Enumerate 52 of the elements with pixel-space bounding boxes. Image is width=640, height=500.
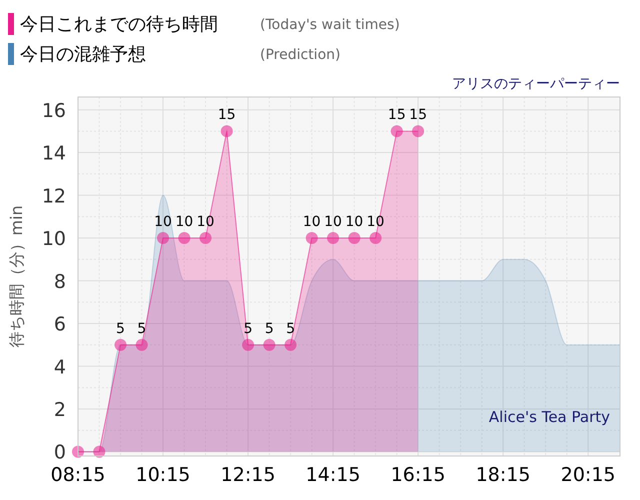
y-tick-label: 4 (54, 356, 66, 378)
text: (Today's wait times) (260, 17, 400, 33)
x-tick-label: 12:15 (220, 464, 276, 486)
x-tick-label: 14:15 (306, 464, 360, 486)
y-tick-label: 12 (42, 185, 66, 208)
point (390, 125, 403, 138)
data-label: 15 (409, 107, 427, 124)
annotation: Alice's Tea Party (488, 408, 610, 426)
point (114, 338, 127, 351)
y-tick-label: 16 (42, 100, 66, 122)
y-tick-label: 2 (54, 398, 66, 421)
y-tick-label: 10 (42, 228, 66, 250)
text: アリスのティーパーティー (452, 76, 620, 92)
point (157, 232, 170, 244)
text: (Prediction) (260, 47, 340, 63)
point (242, 338, 254, 351)
point (200, 232, 212, 244)
x-tick-label: 16:15 (390, 464, 446, 486)
data-label: 15 (388, 107, 406, 124)
data-label: 5 (137, 320, 146, 337)
legend-label: 今日これまでの待ち時間 (20, 14, 218, 35)
point (284, 338, 297, 351)
y-tick-label: 0 (54, 442, 66, 464)
point (327, 232, 340, 244)
data-label: 5 (286, 320, 296, 337)
point (306, 232, 318, 244)
data-label: 15 (218, 107, 236, 124)
point (263, 338, 276, 351)
x-tick-label: 10:15 (136, 464, 190, 486)
data-label: 10 (324, 214, 342, 230)
data-label: 5 (264, 320, 274, 337)
x-tick-label: 08:15 (50, 464, 106, 486)
data-label: 10 (302, 214, 321, 230)
point (412, 125, 424, 138)
y-tick-label: 8 (54, 270, 66, 293)
y-tick-label: 6 (54, 314, 66, 336)
y-axis-title: 待ち時間（分）min (7, 205, 26, 348)
legend-label: 今日の混雑予想 (20, 44, 146, 65)
point (93, 446, 106, 458)
point (220, 125, 233, 138)
point (370, 232, 382, 244)
point (136, 338, 148, 351)
point (178, 232, 190, 244)
data-label: 10 (345, 214, 364, 230)
data-label: 10 (154, 214, 172, 230)
y-tick-label: 14 (42, 142, 66, 165)
data-label: 5 (116, 320, 125, 337)
point (348, 232, 360, 244)
data-label: 5 (244, 320, 252, 337)
x-tick-label: 20:15 (560, 464, 616, 486)
x-tick-label: 18:15 (476, 464, 530, 486)
data-label: 10 (175, 214, 194, 230)
